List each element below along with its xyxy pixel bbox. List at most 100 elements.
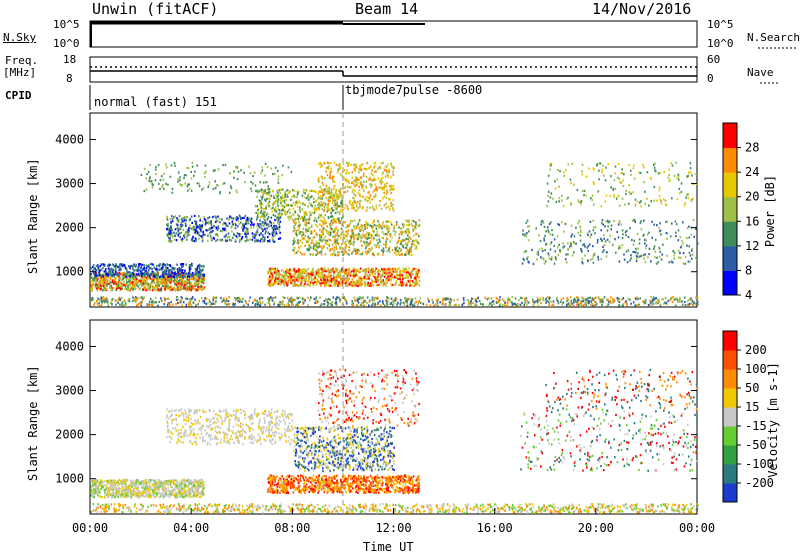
range-cell bbox=[176, 273, 179, 276]
range-cell bbox=[382, 222, 384, 225]
range-cell bbox=[307, 238, 310, 241]
range-cell bbox=[173, 231, 175, 234]
range-cell bbox=[253, 233, 256, 236]
range-cell bbox=[191, 285, 193, 288]
range-cell bbox=[281, 207, 284, 210]
range-cell bbox=[371, 299, 374, 302]
range-cell bbox=[208, 299, 211, 302]
range-cell bbox=[229, 239, 232, 242]
range-cell bbox=[189, 302, 191, 306]
range-cell bbox=[386, 170, 388, 173]
range-cell bbox=[114, 299, 117, 302]
range-cell bbox=[301, 272, 304, 275]
range-cell bbox=[189, 300, 191, 304]
range-cell bbox=[129, 274, 131, 278]
range-cell bbox=[192, 228, 194, 231]
range-cell bbox=[342, 252, 345, 255]
range-cell bbox=[178, 274, 180, 277]
range-cell bbox=[157, 282, 159, 285]
range-cell bbox=[514, 297, 517, 300]
range-cell bbox=[204, 233, 206, 237]
range-cell bbox=[325, 276, 328, 279]
range-cell bbox=[637, 298, 639, 301]
range-cell bbox=[90, 267, 92, 270]
range-cell bbox=[338, 192, 341, 195]
range-cell bbox=[195, 271, 197, 274]
range-cell bbox=[353, 238, 355, 241]
range-cell bbox=[385, 165, 388, 168]
range-cell bbox=[274, 277, 277, 280]
range-cell bbox=[93, 267, 95, 270]
range-cell bbox=[373, 244, 376, 247]
range-cell bbox=[202, 287, 204, 290]
range-cell bbox=[181, 280, 183, 283]
range-cell bbox=[170, 286, 173, 289]
range-cell bbox=[100, 304, 103, 307]
range-cell bbox=[367, 196, 370, 199]
range-cell bbox=[322, 194, 324, 198]
range-cell bbox=[184, 233, 186, 236]
range-cell bbox=[374, 183, 377, 186]
range-cell bbox=[348, 182, 351, 185]
range-cell bbox=[164, 263, 167, 267]
range-cell bbox=[131, 273, 134, 276]
range-cell bbox=[347, 185, 349, 188]
range-cell bbox=[338, 217, 340, 220]
range-cell bbox=[360, 282, 363, 285]
range-cell bbox=[335, 239, 337, 242]
range-cell bbox=[354, 201, 357, 204]
range-cell bbox=[379, 300, 381, 303]
range-cell bbox=[335, 298, 338, 301]
range-cell bbox=[319, 304, 322, 307]
range-cell bbox=[126, 277, 129, 280]
range-cell bbox=[110, 267, 113, 270]
range-cell bbox=[167, 263, 169, 267]
range-cell bbox=[463, 299, 465, 302]
range-cell bbox=[237, 300, 239, 303]
range-cell bbox=[334, 236, 336, 239]
range-cell bbox=[344, 203, 347, 206]
range-cell bbox=[295, 217, 298, 221]
range-cell bbox=[197, 283, 200, 286]
range-cell bbox=[325, 196, 328, 199]
range-cell bbox=[287, 215, 290, 218]
range-cell bbox=[518, 298, 520, 302]
range-cell bbox=[160, 289, 163, 292]
range-cell bbox=[151, 263, 153, 266]
range-cell bbox=[99, 288, 102, 291]
range-cell bbox=[200, 224, 202, 227]
range-cell bbox=[323, 303, 325, 306]
range-cell bbox=[307, 198, 310, 201]
range-cell bbox=[405, 237, 408, 240]
range-cell bbox=[295, 230, 297, 233]
range-cell bbox=[696, 303, 698, 307]
range-cell bbox=[383, 304, 386, 307]
range-cell bbox=[304, 221, 307, 224]
range-cell bbox=[532, 304, 535, 307]
range-cell bbox=[355, 178, 357, 181]
range-cell bbox=[279, 188, 282, 191]
range-cell bbox=[334, 203, 337, 206]
range-cell bbox=[284, 278, 287, 281]
range-cell bbox=[371, 281, 373, 284]
range-cell bbox=[299, 269, 302, 272]
range-cell bbox=[307, 268, 309, 271]
range-cell bbox=[293, 269, 295, 272]
range-cell bbox=[196, 226, 198, 229]
range-cell bbox=[326, 232, 329, 235]
range-cell bbox=[312, 242, 315, 245]
range-cell bbox=[166, 227, 168, 230]
range-cell bbox=[412, 230, 414, 233]
range-cell bbox=[128, 265, 130, 268]
range-cell bbox=[590, 300, 592, 303]
range-cell bbox=[337, 237, 339, 240]
range-cell bbox=[100, 276, 103, 279]
range-cell bbox=[372, 207, 375, 210]
range-cell bbox=[636, 304, 638, 307]
range-cell bbox=[190, 275, 193, 278]
range-cell bbox=[285, 204, 288, 207]
range-cell bbox=[339, 221, 341, 224]
range-cell bbox=[415, 279, 417, 282]
range-cell bbox=[359, 270, 362, 273]
range-cell bbox=[124, 265, 126, 268]
